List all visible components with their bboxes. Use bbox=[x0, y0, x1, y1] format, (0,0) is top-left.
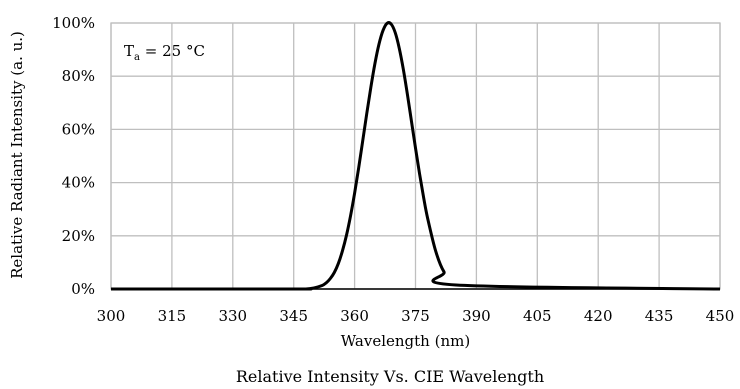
annotation-temperature: Ta = 25 °C bbox=[124, 42, 205, 63]
y-tick-label: 0% bbox=[71, 280, 95, 298]
x-tick-label: 300 bbox=[97, 307, 126, 325]
y-tick-label: 100% bbox=[52, 14, 95, 32]
series-line-0 bbox=[111, 21, 721, 291]
x-tick-label: 360 bbox=[340, 307, 369, 325]
y-tick-label: 40% bbox=[62, 174, 95, 192]
x-axis-title: Wavelength (nm) bbox=[341, 332, 470, 350]
annotation-main: T bbox=[124, 42, 134, 60]
x-axis-ticks: 300 315 330 345 360 375 390 405 420 435 450 bbox=[97, 307, 735, 325]
x-tick-label: 435 bbox=[645, 307, 674, 325]
x-tick-label: 390 bbox=[462, 307, 491, 325]
y-axis-title: Relative Radiant Intensity (a. u.) bbox=[8, 31, 26, 279]
x-tick-label: 345 bbox=[279, 307, 308, 325]
chart-caption: Relative Intensity Vs. CIE Wavelength bbox=[236, 367, 544, 386]
annotation-rest: = 25 °C bbox=[140, 42, 205, 60]
annotation-sub: a bbox=[134, 52, 140, 63]
y-tick-label: 60% bbox=[62, 120, 95, 138]
series-layer bbox=[111, 21, 721, 291]
x-tick-label: 330 bbox=[218, 307, 247, 325]
y-axis-ticks: 0% 20% 40% 60% 80% 100% bbox=[52, 14, 95, 298]
x-tick-label: 375 bbox=[401, 307, 430, 325]
x-tick-label: 315 bbox=[158, 307, 187, 325]
y-tick-label: 20% bbox=[62, 227, 95, 245]
svg-text:Ta = 25 °C: Ta = 25 °C bbox=[124, 42, 205, 63]
x-tick-label: 420 bbox=[584, 307, 613, 325]
x-tick-label: 405 bbox=[523, 307, 552, 325]
y-tick-label: 80% bbox=[62, 67, 95, 85]
x-tick-label: 450 bbox=[706, 307, 735, 325]
